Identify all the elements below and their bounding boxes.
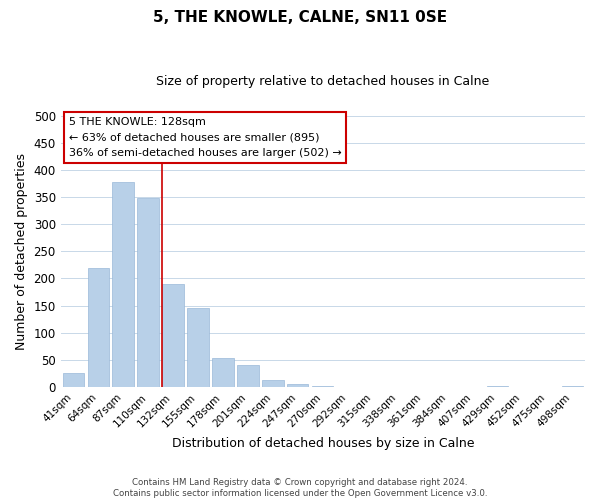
Text: Contains HM Land Registry data © Crown copyright and database right 2024.
Contai: Contains HM Land Registry data © Crown c… [113,478,487,498]
Bar [62,374,84,387]
Bar [562,386,583,387]
X-axis label: Distribution of detached houses by size in Calne: Distribution of detached houses by size … [172,437,474,450]
Bar [238,365,259,387]
Y-axis label: Number of detached properties: Number of detached properties [15,153,28,350]
Text: 5, THE KNOWLE, CALNE, SN11 0SE: 5, THE KNOWLE, CALNE, SN11 0SE [153,10,447,25]
Bar [88,268,109,387]
Bar [187,308,209,387]
Bar [312,386,334,387]
Bar [137,198,158,387]
Bar [262,380,284,387]
Text: 5 THE KNOWLE: 128sqm
← 63% of detached houses are smaller (895)
36% of semi-deta: 5 THE KNOWLE: 128sqm ← 63% of detached h… [68,117,341,158]
Bar [163,284,184,387]
Title: Size of property relative to detached houses in Calne: Size of property relative to detached ho… [156,75,490,88]
Bar [287,384,308,387]
Bar [487,386,508,387]
Bar [212,358,233,387]
Bar [112,182,134,387]
